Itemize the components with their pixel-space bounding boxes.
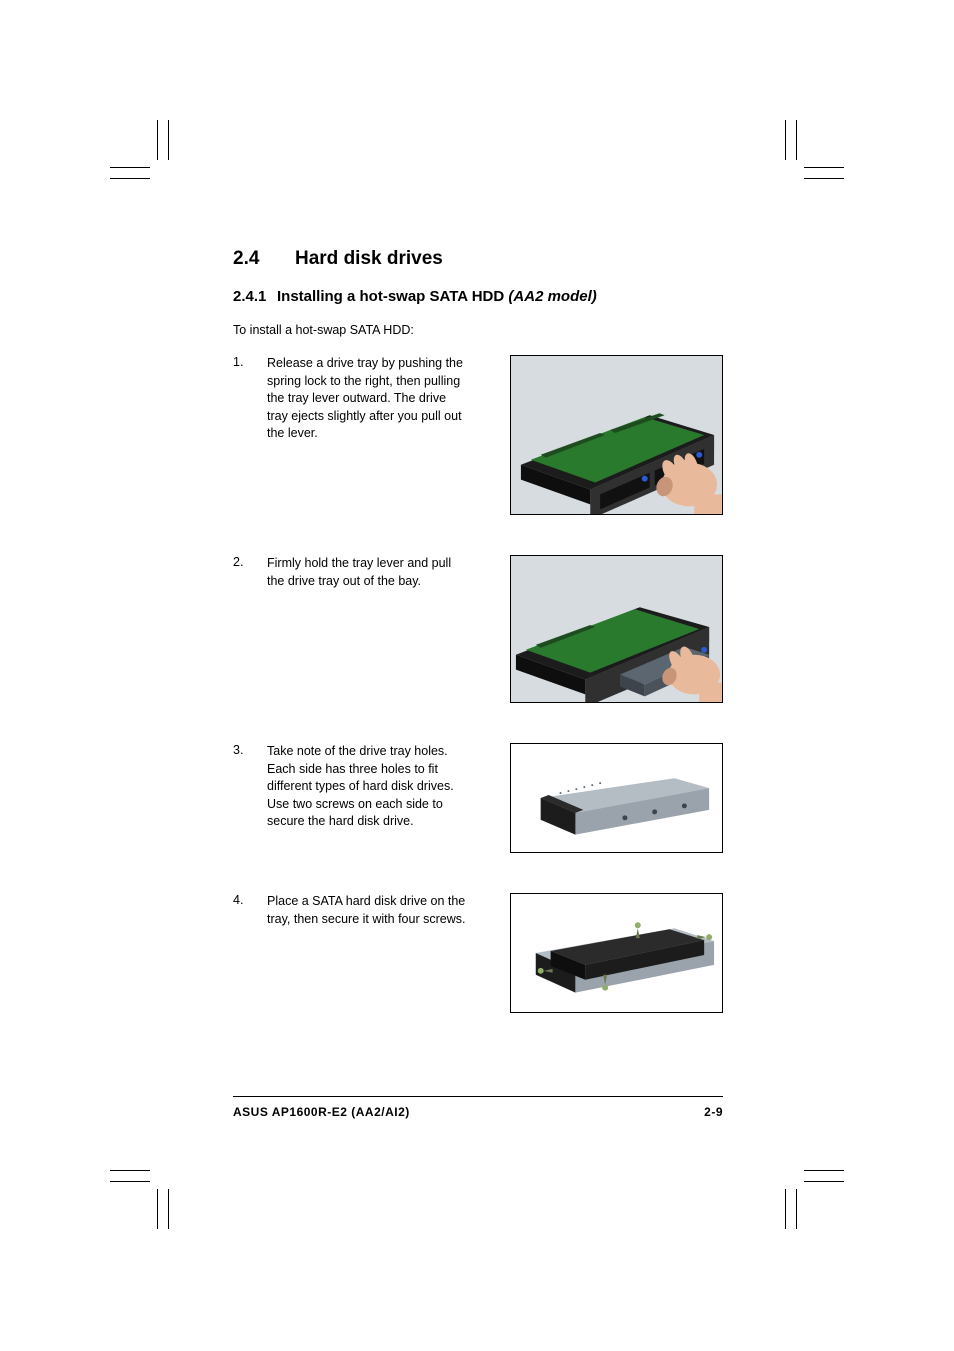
step-number: 1. — [233, 355, 267, 369]
step-image-wrap — [477, 743, 723, 853]
crop-mark — [804, 178, 844, 179]
intro-text: To install a hot-swap SATA HDD: — [233, 323, 723, 337]
section-heading: 2.4Hard disk drives — [233, 248, 723, 270]
crop-mark — [110, 1170, 150, 1171]
crop-mark — [804, 1181, 844, 1182]
crop-mark — [157, 120, 158, 160]
step-text: Place a SATA hard disk drive on the tray… — [267, 893, 477, 928]
footer-page-number: 2-9 — [704, 1105, 723, 1119]
crop-mark — [157, 1189, 158, 1229]
step-image-wrap — [477, 893, 723, 1013]
crop-mark — [168, 1189, 169, 1229]
section-number: 2.4 — [233, 248, 295, 270]
step-text: Release a drive tray by pushing the spri… — [267, 355, 477, 443]
crop-mark — [804, 1170, 844, 1171]
crop-mark — [110, 178, 150, 179]
crop-mark — [168, 120, 169, 160]
crop-mark — [796, 1189, 797, 1229]
step-number: 2. — [233, 555, 267, 569]
step-1: 1. Release a drive tray by pushing the s… — [233, 355, 723, 515]
subsection-model: (AA2 model) — [508, 288, 596, 305]
step-text: Firmly hold the tray lever and pull the … — [267, 555, 477, 590]
crop-mark — [796, 120, 797, 160]
step-image-wrap — [477, 555, 723, 703]
crop-mark — [110, 1181, 150, 1182]
step-number: 3. — [233, 743, 267, 757]
figure-hand-release-tray — [510, 355, 723, 515]
footer-product: ASUS AP1600R-E2 (AA2/AI2) — [233, 1105, 410, 1119]
crop-mark — [110, 167, 150, 168]
figure-hand-pull-tray — [510, 555, 723, 703]
figure-empty-tray — [510, 743, 723, 853]
subsection-heading: 2.4.1Installing a hot-swap SATA HDD (AA2… — [233, 288, 723, 305]
subsection-number: 2.4.1 — [233, 288, 277, 305]
step-2: 2. Firmly hold the tray lever and pull t… — [233, 555, 723, 703]
step-3: 3. Take note of the drive tray holes. Ea… — [233, 743, 723, 853]
figure-tray-with-hdd — [510, 893, 723, 1013]
crop-mark — [785, 1189, 786, 1229]
step-text: Take note of the drive tray holes. Each … — [267, 743, 477, 831]
step-number: 4. — [233, 893, 267, 907]
crop-mark — [785, 120, 786, 160]
step-image-wrap — [477, 355, 723, 515]
section-title: Hard disk drives — [295, 248, 443, 269]
page-content: 2.4Hard disk drives 2.4.1Installing a ho… — [233, 248, 723, 1013]
step-4: 4. Place a SATA hard disk drive on the t… — [233, 893, 723, 1013]
subsection-title: Installing a hot-swap SATA HDD — [277, 288, 508, 305]
crop-mark — [804, 167, 844, 168]
page-footer: ASUS AP1600R-E2 (AA2/AI2) 2-9 — [233, 1096, 723, 1119]
